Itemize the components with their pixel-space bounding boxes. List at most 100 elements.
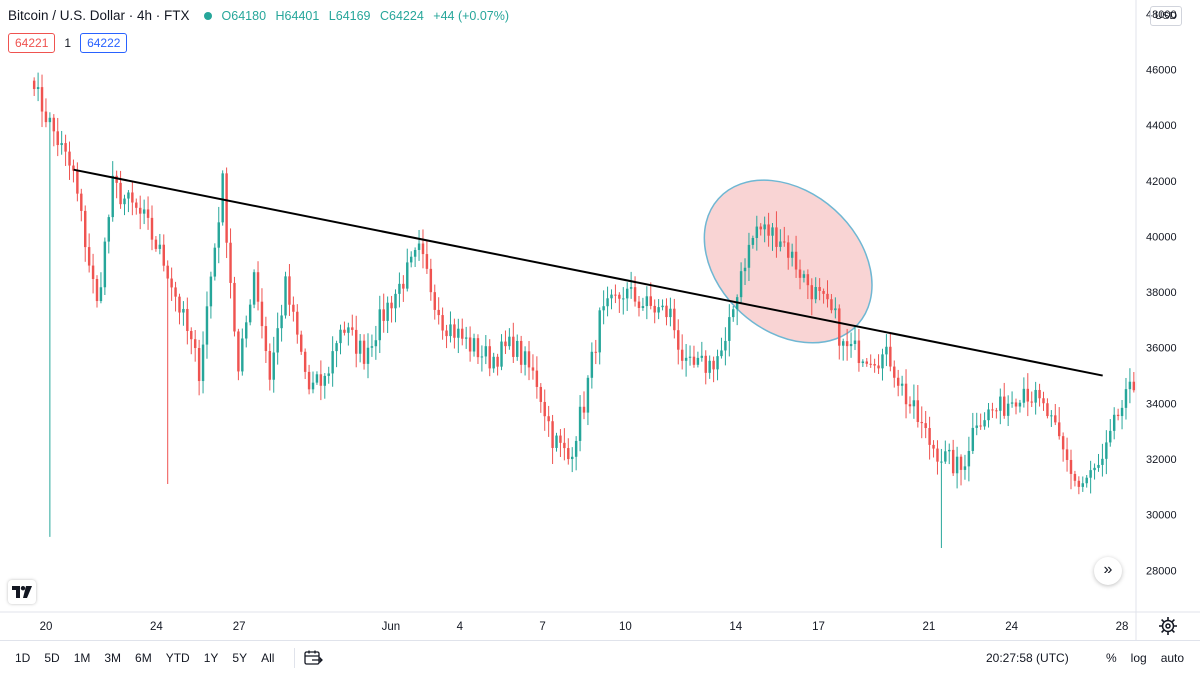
range-button-1y[interactable]: 1Y xyxy=(203,651,219,665)
double-chevron-right-icon[interactable]: » xyxy=(1094,557,1122,585)
candle-body xyxy=(272,352,275,380)
candle-body xyxy=(1061,436,1065,450)
market-status-dot xyxy=(203,11,212,20)
price-chart[interactable]: 48000 46000 44000 42000 40000 38000 36000 34000… xyxy=(0,0,1200,640)
sell-button[interactable]: 64221 xyxy=(8,33,56,53)
candle-body xyxy=(1026,388,1030,402)
candle-body xyxy=(154,239,158,249)
candle-body xyxy=(728,317,731,341)
y-tick-label: 38000 xyxy=(1146,287,1177,299)
open-value: O64180 xyxy=(221,8,267,23)
y-tick-label: 42000 xyxy=(1146,176,1177,188)
candle-body xyxy=(91,265,95,280)
range-button-6m[interactable]: 6M xyxy=(135,651,152,665)
candle-body xyxy=(1003,396,1006,416)
symbol-title[interactable]: Bitcoin / U.S. Dollar · 4h · FTX xyxy=(8,8,190,23)
candle-body xyxy=(374,340,378,347)
auto-scale-toggle[interactable]: auto xyxy=(1160,651,1185,665)
candle-body xyxy=(378,309,381,341)
y-tick-label: 44000 xyxy=(1146,120,1177,132)
x-tick-label: 24 xyxy=(150,621,163,633)
change-value: +44 (+0.07%) xyxy=(433,8,510,23)
candle-body xyxy=(280,315,283,329)
candle-body xyxy=(916,400,920,422)
candle-body xyxy=(425,254,429,269)
candle-body xyxy=(500,341,503,367)
calendar-range-icon[interactable] xyxy=(303,650,324,666)
candle-body xyxy=(1030,401,1033,403)
candle-body xyxy=(716,356,719,370)
candle-body xyxy=(84,210,87,248)
candle-body xyxy=(543,401,546,417)
range-button-ytd[interactable]: YTD xyxy=(165,651,190,665)
candle-body xyxy=(708,360,711,373)
candle-body xyxy=(798,269,802,278)
candle-body xyxy=(1112,414,1116,431)
range-button-all[interactable]: All xyxy=(261,651,275,665)
ohlc-values: O64180 H64401 L64169 C64224 +44 (+0.07%) xyxy=(222,9,515,23)
range-button-5y[interactable]: 5Y xyxy=(232,651,248,665)
candle-body xyxy=(370,346,374,348)
x-tick-label: 24 xyxy=(1005,621,1018,633)
x-tick-label: 4 xyxy=(457,621,464,633)
log-scale-toggle[interactable]: log xyxy=(1130,651,1147,665)
candle-body xyxy=(896,377,900,386)
range-button-3m[interactable]: 3M xyxy=(104,651,122,665)
currency-selector[interactable]: USD xyxy=(1150,6,1182,26)
candle-body xyxy=(610,294,613,299)
candle-body xyxy=(975,425,978,428)
candle-body xyxy=(382,309,385,321)
candle-body xyxy=(135,202,138,208)
candle-body xyxy=(256,272,260,302)
candle-body xyxy=(971,427,975,451)
candle-body xyxy=(645,296,649,307)
candle-body xyxy=(64,143,67,152)
utc-clock[interactable]: 20:27:58 (UTC) xyxy=(986,651,1069,665)
candle-body xyxy=(692,356,696,365)
candle-body xyxy=(245,322,248,339)
range-button-1d[interactable]: 1D xyxy=(15,651,31,665)
candle-body xyxy=(123,198,126,205)
percent-scale-toggle[interactable]: % xyxy=(1106,651,1117,665)
x-tick-label: Jun xyxy=(382,621,401,633)
buy-button[interactable]: 64222 xyxy=(80,33,128,53)
candle-body xyxy=(857,340,861,364)
candle-body xyxy=(205,306,209,345)
candle-body xyxy=(390,302,393,309)
gear-icon[interactable] xyxy=(1158,616,1178,636)
candle-body xyxy=(747,244,751,268)
candle-body xyxy=(292,304,295,312)
candle-body xyxy=(787,242,790,258)
annotation-layer[interactable] xyxy=(73,168,1103,377)
candle-body xyxy=(441,315,444,331)
candle-body xyxy=(912,400,916,407)
candle-body xyxy=(531,367,535,371)
candle-body xyxy=(217,222,220,248)
candle-body xyxy=(453,324,456,338)
candle-body xyxy=(1093,467,1096,471)
candle-body xyxy=(170,278,173,288)
candle-body xyxy=(759,226,762,230)
tradingview-logo-icon[interactable] xyxy=(8,580,36,604)
candle-body xyxy=(1089,470,1092,478)
candle-body xyxy=(967,450,971,467)
candle-body xyxy=(44,111,48,123)
candle-body xyxy=(193,339,197,349)
candle-body xyxy=(300,334,303,352)
candle-body xyxy=(724,340,727,351)
candle-body xyxy=(492,356,495,369)
candle-body xyxy=(571,456,574,460)
candle-body xyxy=(366,347,370,364)
candle-body xyxy=(732,309,735,318)
candle-body xyxy=(889,346,892,367)
range-button-5d[interactable]: 5D xyxy=(44,651,60,665)
candle-body xyxy=(802,274,806,278)
trendline[interactable] xyxy=(73,168,1103,377)
candle-body xyxy=(1073,473,1077,481)
candle-body xyxy=(987,409,990,421)
range-button-1m[interactable]: 1M xyxy=(73,651,91,665)
y-tick-label: 28000 xyxy=(1146,565,1177,577)
candle-body xyxy=(362,340,366,364)
candle-body xyxy=(233,282,236,332)
candle-body xyxy=(72,165,75,171)
